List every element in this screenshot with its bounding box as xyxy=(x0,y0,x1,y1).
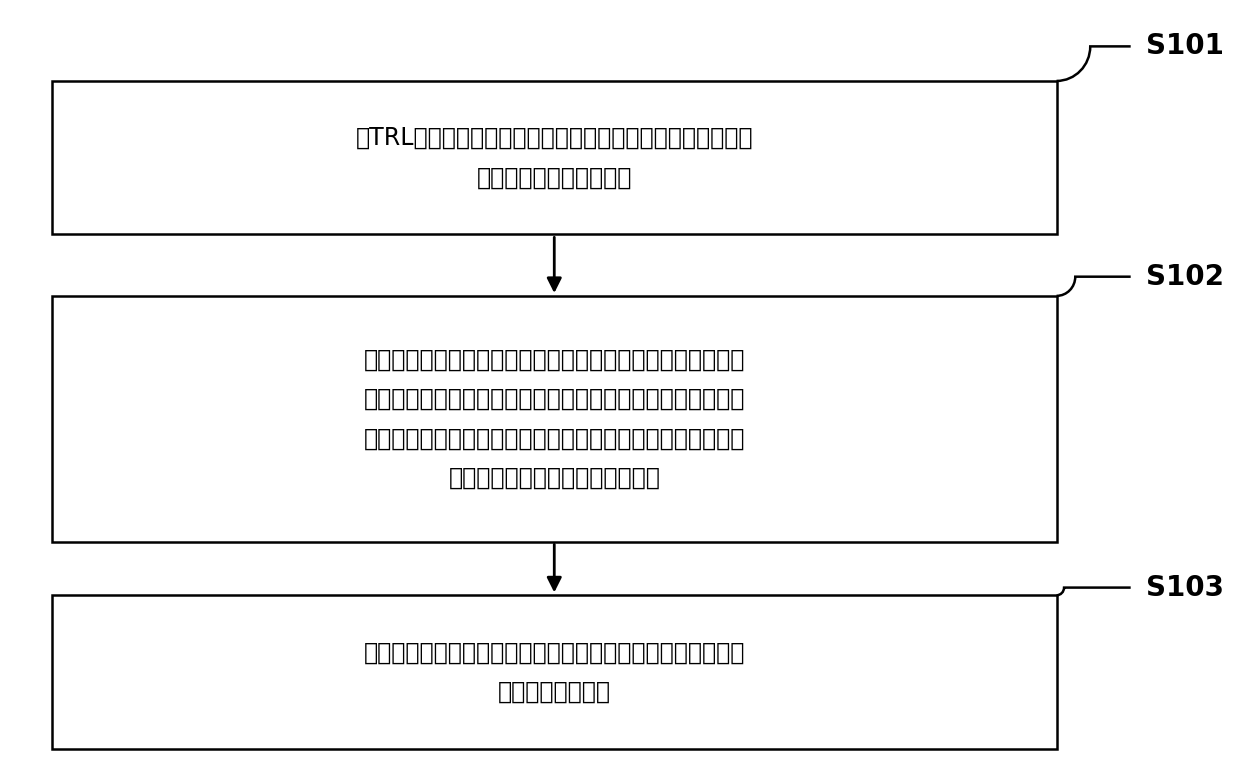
Text: S101: S101 xyxy=(1146,33,1224,61)
Bar xyxy=(52,81,1057,234)
Bar xyxy=(52,296,1057,542)
Text: S103: S103 xyxy=(1146,573,1224,601)
Bar xyxy=(52,595,1057,749)
Text: S102: S102 xyxy=(1146,263,1224,291)
Text: 利用多根、冗余的传输线作为标准覆盖每一个频点，根据有效
相移规则选取公共线，并将公共线与其它每个传输线组成线对
，每组线对之间形成独立测量，并根据所述误差分析模: 利用多根、冗余的传输线作为标准覆盖每一个频点，根据有效 相移规则选取公共线，并将… xyxy=(363,348,745,490)
Text: 对TRL校准过程中的误差进行分析，建立用于求解传播常数和
校准常数的误差分析模型: 对TRL校准过程中的误差进行分析，建立用于求解传播常数和 校准常数的误差分析模型 xyxy=(356,126,753,189)
Text: 通过预处理方法对传输线的测量结果进行处理，并根据处理结
果更新公共传输线: 通过预处理方法对传输线的测量结果进行处理，并根据处理结 果更新公共传输线 xyxy=(363,640,745,704)
